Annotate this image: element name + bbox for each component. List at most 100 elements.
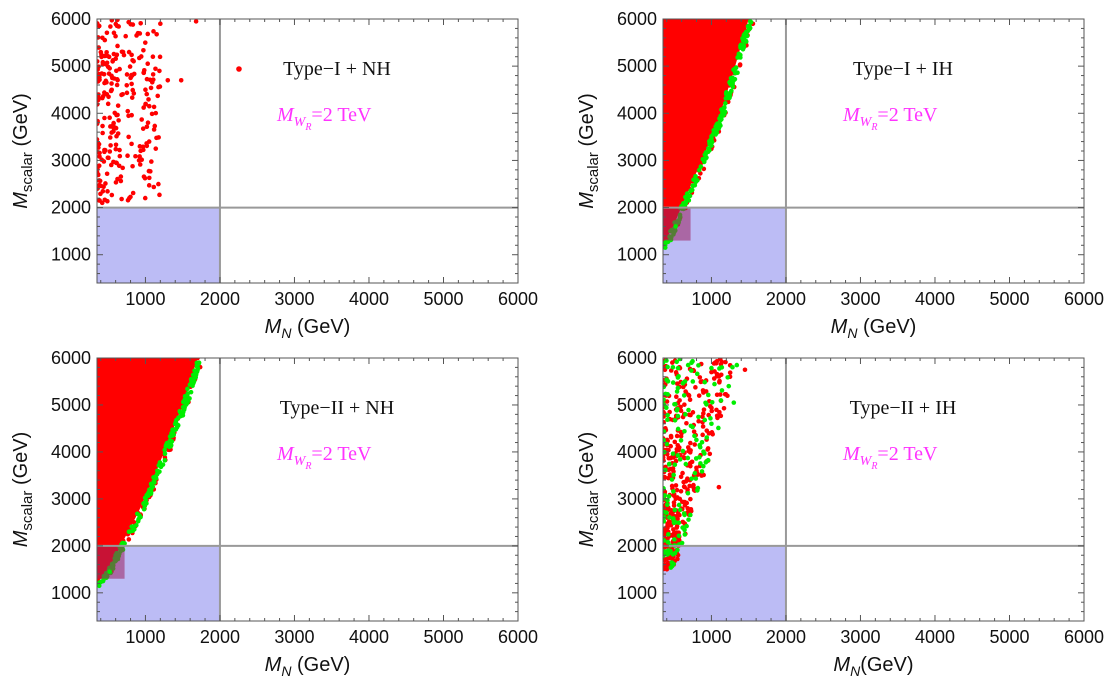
mwr-value: =2 TeV [311,104,372,126]
data-point [697,455,702,460]
x-axis-label: MN (GeV) [831,316,917,341]
x-axis-symbol: M [265,316,282,338]
data-point [716,425,721,431]
data-point [700,424,706,429]
excluded-region [97,207,220,283]
data-point [734,362,740,368]
data-point [97,583,102,589]
chart-panel-2: 1000 2000 3000 4000 5000 6000 1000 2000 3000 4000… [576,9,1104,341]
data-point [141,174,147,179]
data-point [665,552,670,557]
data-point [703,400,708,406]
data-point [670,451,676,456]
data-point [104,30,110,36]
data-point [126,49,132,55]
data-point [107,115,112,121]
data-point [692,470,698,476]
data-point [683,194,688,200]
data-point [195,358,200,361]
data-point [151,104,157,110]
data-point [160,462,166,467]
data-point [130,57,135,63]
data-point [686,393,692,398]
data-point [142,503,148,509]
data-point [665,525,670,531]
data-point [714,359,720,364]
y-tick-label: 5000 [51,395,91,415]
data-point [120,165,125,171]
data-point [103,181,108,186]
mwr-symbol: M [276,443,295,465]
data-point [97,145,101,150]
x-axis-label: MN(GeV) [833,654,913,679]
data-point [115,19,120,23]
data-point [106,54,112,60]
data-point [115,103,121,108]
data-point [673,458,679,464]
data-point [130,528,136,534]
data-point [146,487,152,492]
data-point [148,491,154,496]
data-point [113,146,119,152]
data-point [695,485,701,491]
mwr-symbol: M [842,443,861,465]
x-axis-unit: (GeV) [291,654,350,676]
data-point [663,438,666,444]
y-tick-label: 5000 [51,56,91,76]
data-point [665,364,670,370]
mwr-subsubscript: R [870,461,877,472]
data-point [730,364,735,370]
data-point [692,433,697,439]
x-tick-label: 5000 [423,289,463,309]
scan-band [97,358,198,584]
data-point [154,31,159,37]
data-point [722,391,728,397]
data-point [668,565,674,570]
data-point [666,494,672,499]
y-tick-label: 3000 [617,150,657,170]
data-point [707,451,713,457]
data-point [139,117,145,122]
data-point [157,68,162,74]
scenario-label: Type−II + IH [850,397,957,419]
data-point [739,43,745,48]
data-point [126,113,131,119]
x-axis-symbol: M [833,654,850,676]
data-point [145,120,151,125]
x-tick-label: 6000 [498,627,538,647]
data-point [667,472,673,477]
chart-panel-4: 1000 2000 3000 4000 5000 6000 1000 2000 3000 4000… [576,348,1104,679]
x-axis-label: MN (GeV) [265,654,351,679]
x-axis-symbol: M [265,654,282,676]
y-tick-label: 4000 [617,442,657,462]
data-point [134,522,139,528]
data-point [680,384,686,390]
y-tick-label: 6000 [617,348,657,368]
data-point [681,455,686,460]
data-point [99,200,105,206]
mwr-value: =2 TeV [877,443,938,465]
data-point [102,80,107,86]
data-point [704,435,710,440]
data-point [725,95,730,101]
data-point [104,60,110,66]
data-point [110,59,115,64]
data-point [166,442,172,448]
data-point [136,158,142,163]
data-point [109,87,115,93]
y-axis-subscript: scalar [19,152,36,192]
x-axis-label: MN (GeV) [265,316,351,341]
data-point [732,70,738,76]
data-point [718,372,724,378]
data-point [129,81,134,87]
data-point [184,393,190,398]
x-tick-label: 5000 [423,627,463,647]
data-point [99,157,104,163]
x-axis-unit: (GeV) [860,654,913,676]
y-tick-label: 1000 [51,583,91,603]
data-point [113,142,119,148]
y-tick-label: 6000 [51,348,91,368]
data-point [693,476,699,481]
data-point [701,463,706,469]
data-point [675,413,681,419]
